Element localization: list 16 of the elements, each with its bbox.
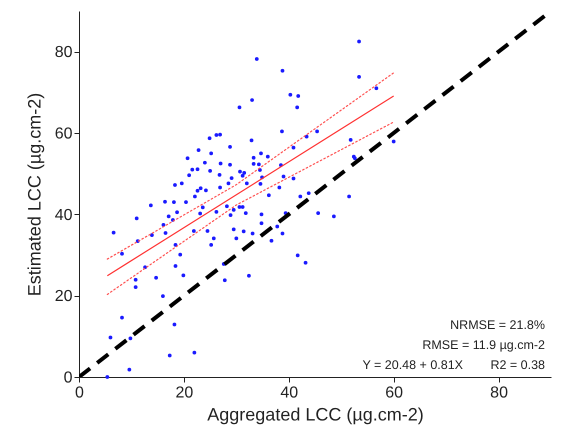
x-axis-title: Aggregated LCC (µg.cm-2) [207,404,424,424]
y-tick-label: 0 [64,370,73,386]
annotation: RMSE = 11.9 µg.cm-2 [422,338,546,352]
x-tick-label: 40 [280,384,298,402]
annotation: NRMSE = 21.8% [450,318,545,332]
y-tick-label: 20 [54,288,73,306]
annotation: Y = 20.48 + 0.81X [362,358,464,372]
x-tick-label: 80 [490,384,508,402]
y-tick-label: 60 [54,126,73,142]
x-tick-label: 20 [175,384,194,402]
y-tick-label: 40 [54,206,73,224]
annotation: R2 = 0.38 [490,358,546,372]
y-axis-title: Estimated LCC (µg.cm-2) [24,92,45,296]
x-tick-label: 0 [75,384,84,402]
x-tick-label: 60 [385,384,404,402]
y-tick-label: 80 [54,44,73,62]
